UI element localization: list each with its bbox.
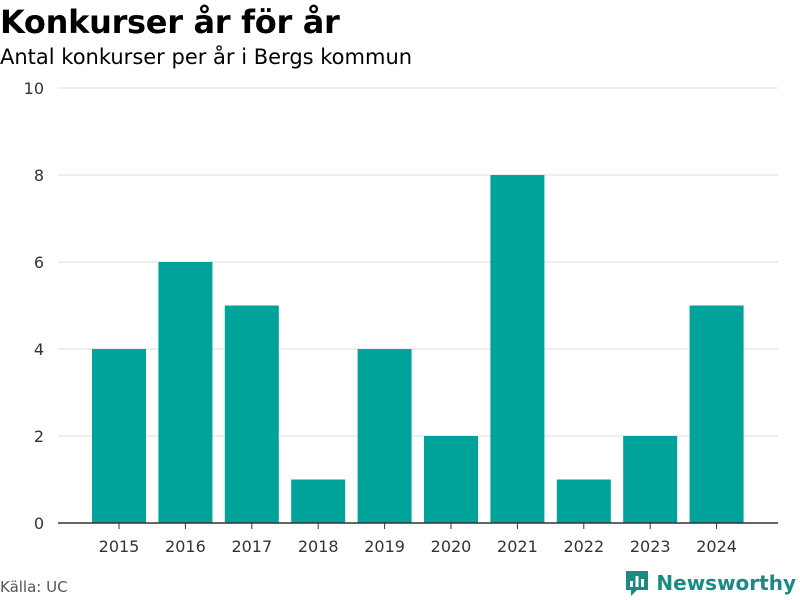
x-tick-label: 2022 (563, 537, 604, 556)
x-tick-label: 2020 (431, 537, 472, 556)
x-tick-label: 2019 (364, 537, 405, 556)
bar-2015 (92, 349, 146, 523)
bar-2021 (490, 175, 545, 523)
y-tick-label: 4 (34, 340, 44, 359)
chart-title: Konkurser år för år (0, 3, 340, 41)
bar-2023 (623, 436, 678, 523)
x-tick-label: 2024 (696, 537, 737, 556)
bar-2024 (689, 305, 744, 523)
brand-logo: Newsworthy (624, 568, 796, 598)
chart-subtitle: Antal konkurser per år i Bergs kommun (0, 45, 413, 69)
y-tick-label: 6 (34, 253, 44, 272)
x-tick-label: 2017 (231, 537, 272, 556)
y-tick-label: 0 (34, 514, 44, 533)
bar-2016 (158, 262, 213, 523)
x-tick-label: 2016 (165, 537, 206, 556)
bar-2020 (424, 436, 478, 523)
newsworthy-logo-icon (626, 571, 649, 596)
bar-2018 (291, 479, 346, 523)
x-tick-label: 2018 (298, 537, 339, 556)
axes: 0 2 4 6 8 10 2015 2016 2017 2018 2019 2020 2021 2022 2… (24, 79, 778, 556)
bar-2017 (224, 305, 279, 523)
y-tick-label: 2 (34, 427, 44, 446)
source-note: Källa: UC (0, 578, 68, 596)
x-tick-label: 2023 (630, 537, 671, 556)
x-tick-label: 2015 (99, 537, 140, 556)
bar-2019 (357, 349, 412, 523)
bars (92, 175, 744, 523)
y-tick-label: 8 (34, 166, 44, 185)
y-tick-label: 10 (24, 79, 44, 98)
bar-2022 (556, 479, 611, 523)
x-tick-label: 2021 (497, 537, 538, 556)
brand-name: Newsworthy (656, 571, 796, 595)
